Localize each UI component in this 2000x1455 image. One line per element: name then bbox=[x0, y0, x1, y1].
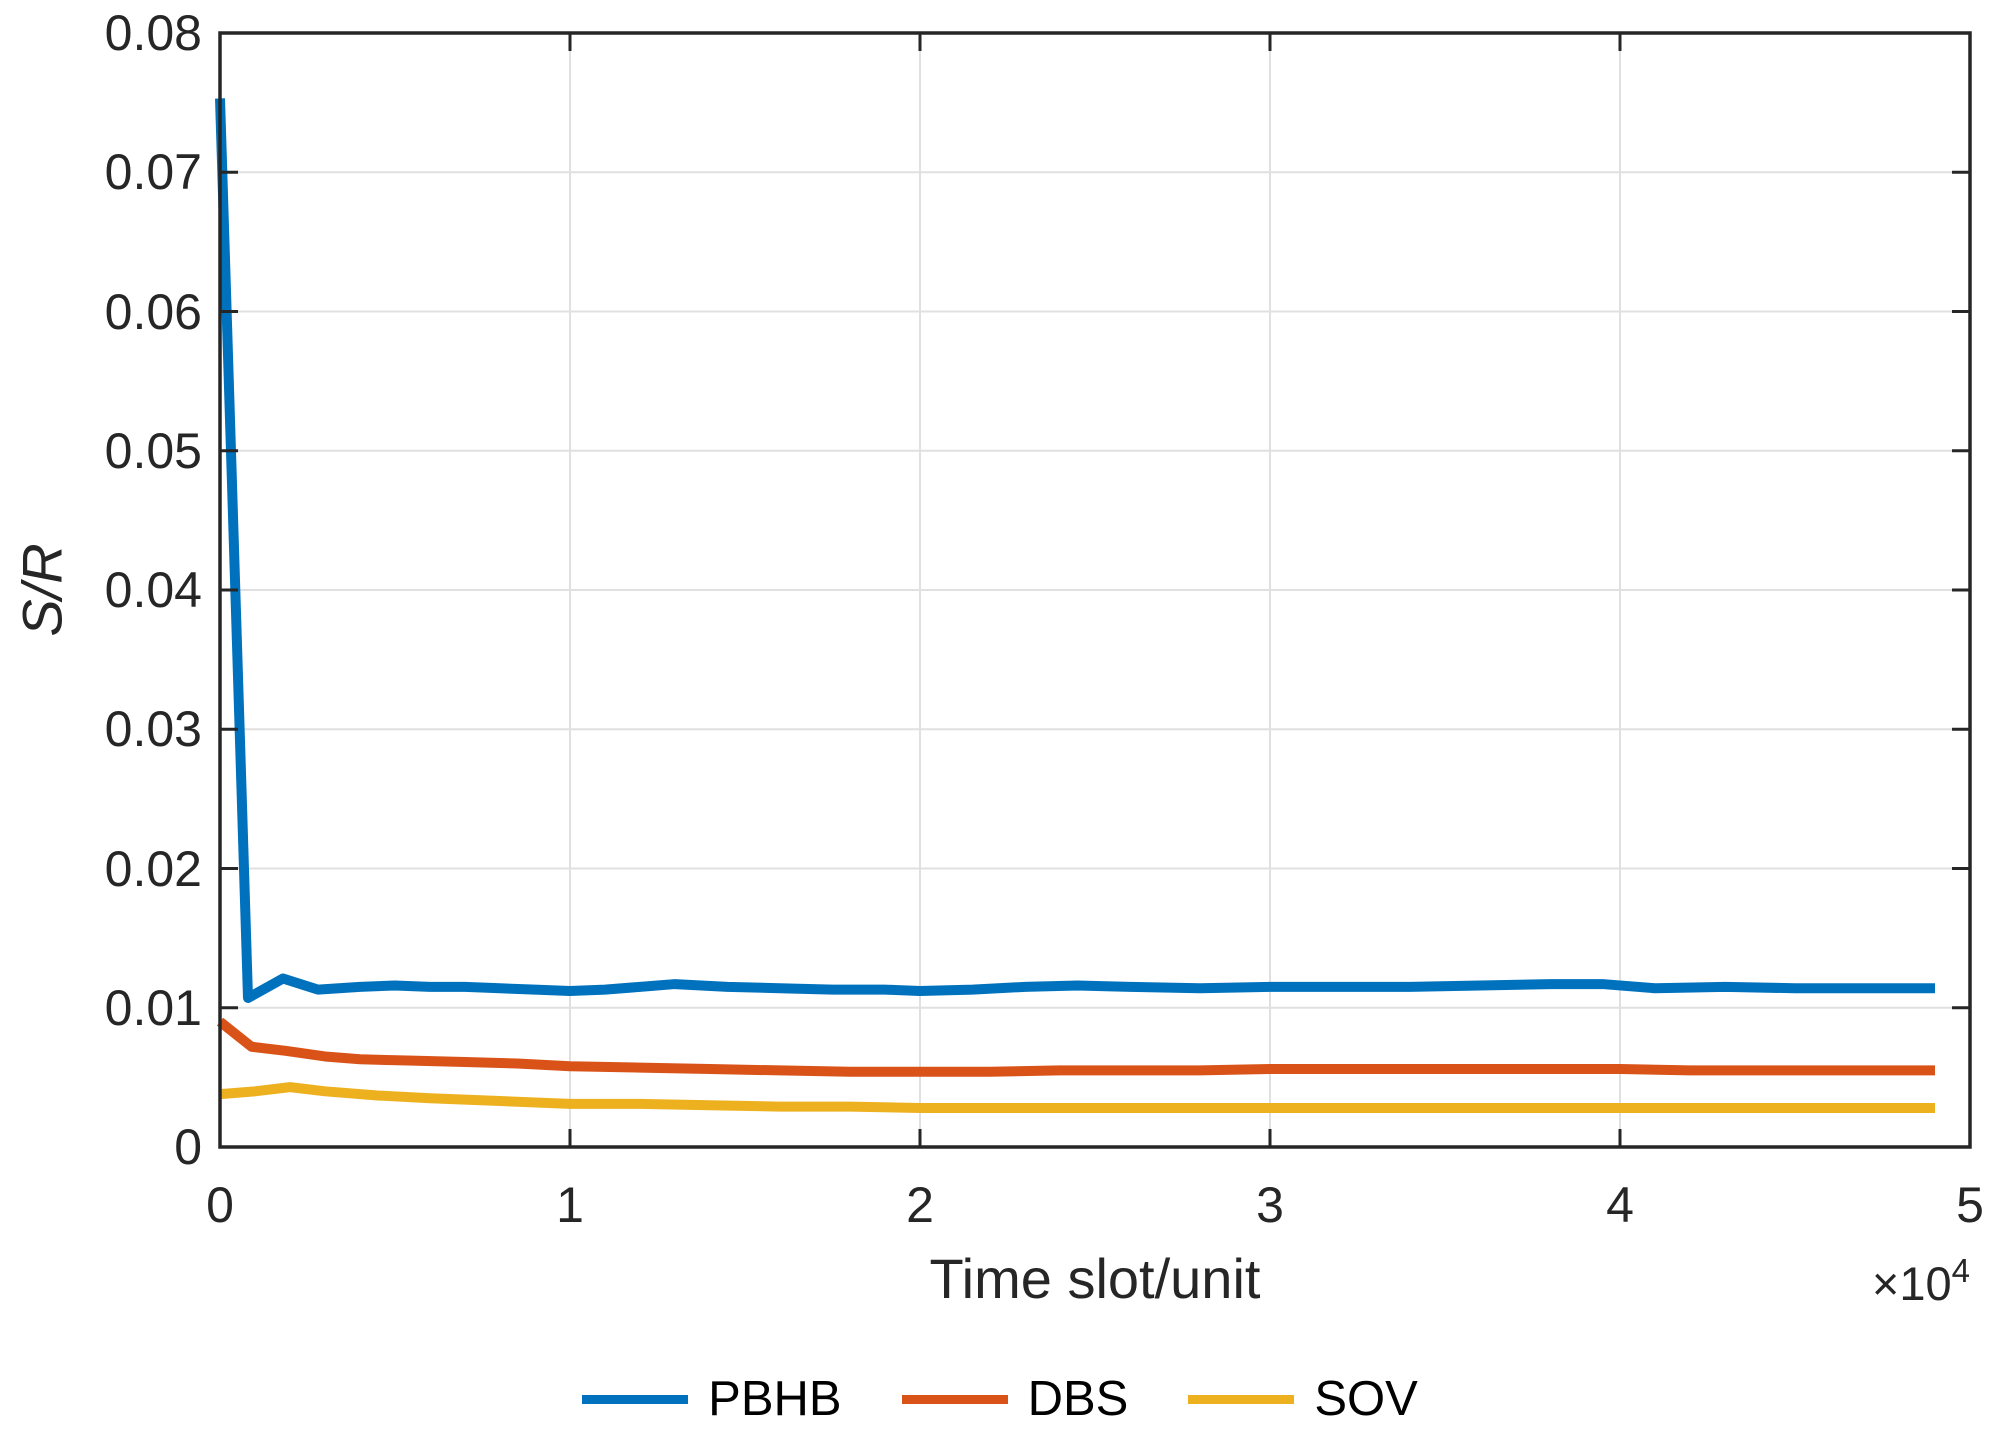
x-tick-label: 5 bbox=[1956, 1177, 1984, 1233]
legend-line-sample-dbs bbox=[901, 1395, 1008, 1404]
y-tick-label: 0.02 bbox=[104, 840, 202, 897]
legend: PBHB DBS SOV bbox=[0, 1375, 2000, 1424]
y-tick-label: 0.07 bbox=[104, 144, 202, 201]
series-line-sov bbox=[219, 1082, 1935, 1114]
series-line-pbhb bbox=[215, 98, 1935, 1004]
y-tick-label: 0.01 bbox=[104, 979, 202, 1036]
x-tick-label: 4 bbox=[1606, 1177, 1634, 1233]
legend-line-sample-pbhb bbox=[582, 1395, 689, 1404]
y-tick-label: 0.03 bbox=[104, 701, 202, 758]
x-tick-label: 3 bbox=[1256, 1177, 1284, 1233]
x-tick-label: 1 bbox=[556, 1177, 584, 1233]
y-axis-label: S/R bbox=[10, 543, 74, 637]
y-tick-label: 0.08 bbox=[104, 5, 202, 61]
legend-label-dbs: DBS bbox=[1027, 1372, 1129, 1426]
legend-line-sample-sov bbox=[1188, 1395, 1295, 1404]
multiplier-base: ×10 bbox=[1871, 1257, 1952, 1310]
x-axis-label: Time slot/unit bbox=[929, 1247, 1261, 1310]
x-tick-label: 0 bbox=[206, 1177, 234, 1233]
legend-label-pbhb: PBHB bbox=[708, 1372, 842, 1426]
y-tick-label: 0.05 bbox=[104, 422, 202, 479]
y-tick-label: 0.06 bbox=[104, 283, 202, 340]
y-tick-label: 0.04 bbox=[104, 562, 202, 618]
legend-label-sov: SOV bbox=[1314, 1372, 1418, 1426]
legend-item-dbs: DBS bbox=[901, 1372, 1129, 1426]
legend-item-sov: SOV bbox=[1188, 1372, 1418, 1426]
y-tick-label: 0 bbox=[174, 1119, 202, 1175]
legend-item-pbhb: PBHB bbox=[582, 1372, 842, 1426]
series-line-dbs bbox=[216, 1017, 1935, 1077]
x-axis-exponent-multiplier: ×104 bbox=[1872, 1252, 1970, 1311]
x-tick-label: 2 bbox=[906, 1177, 934, 1233]
multiplier-exponent: 4 bbox=[1951, 1252, 1970, 1289]
